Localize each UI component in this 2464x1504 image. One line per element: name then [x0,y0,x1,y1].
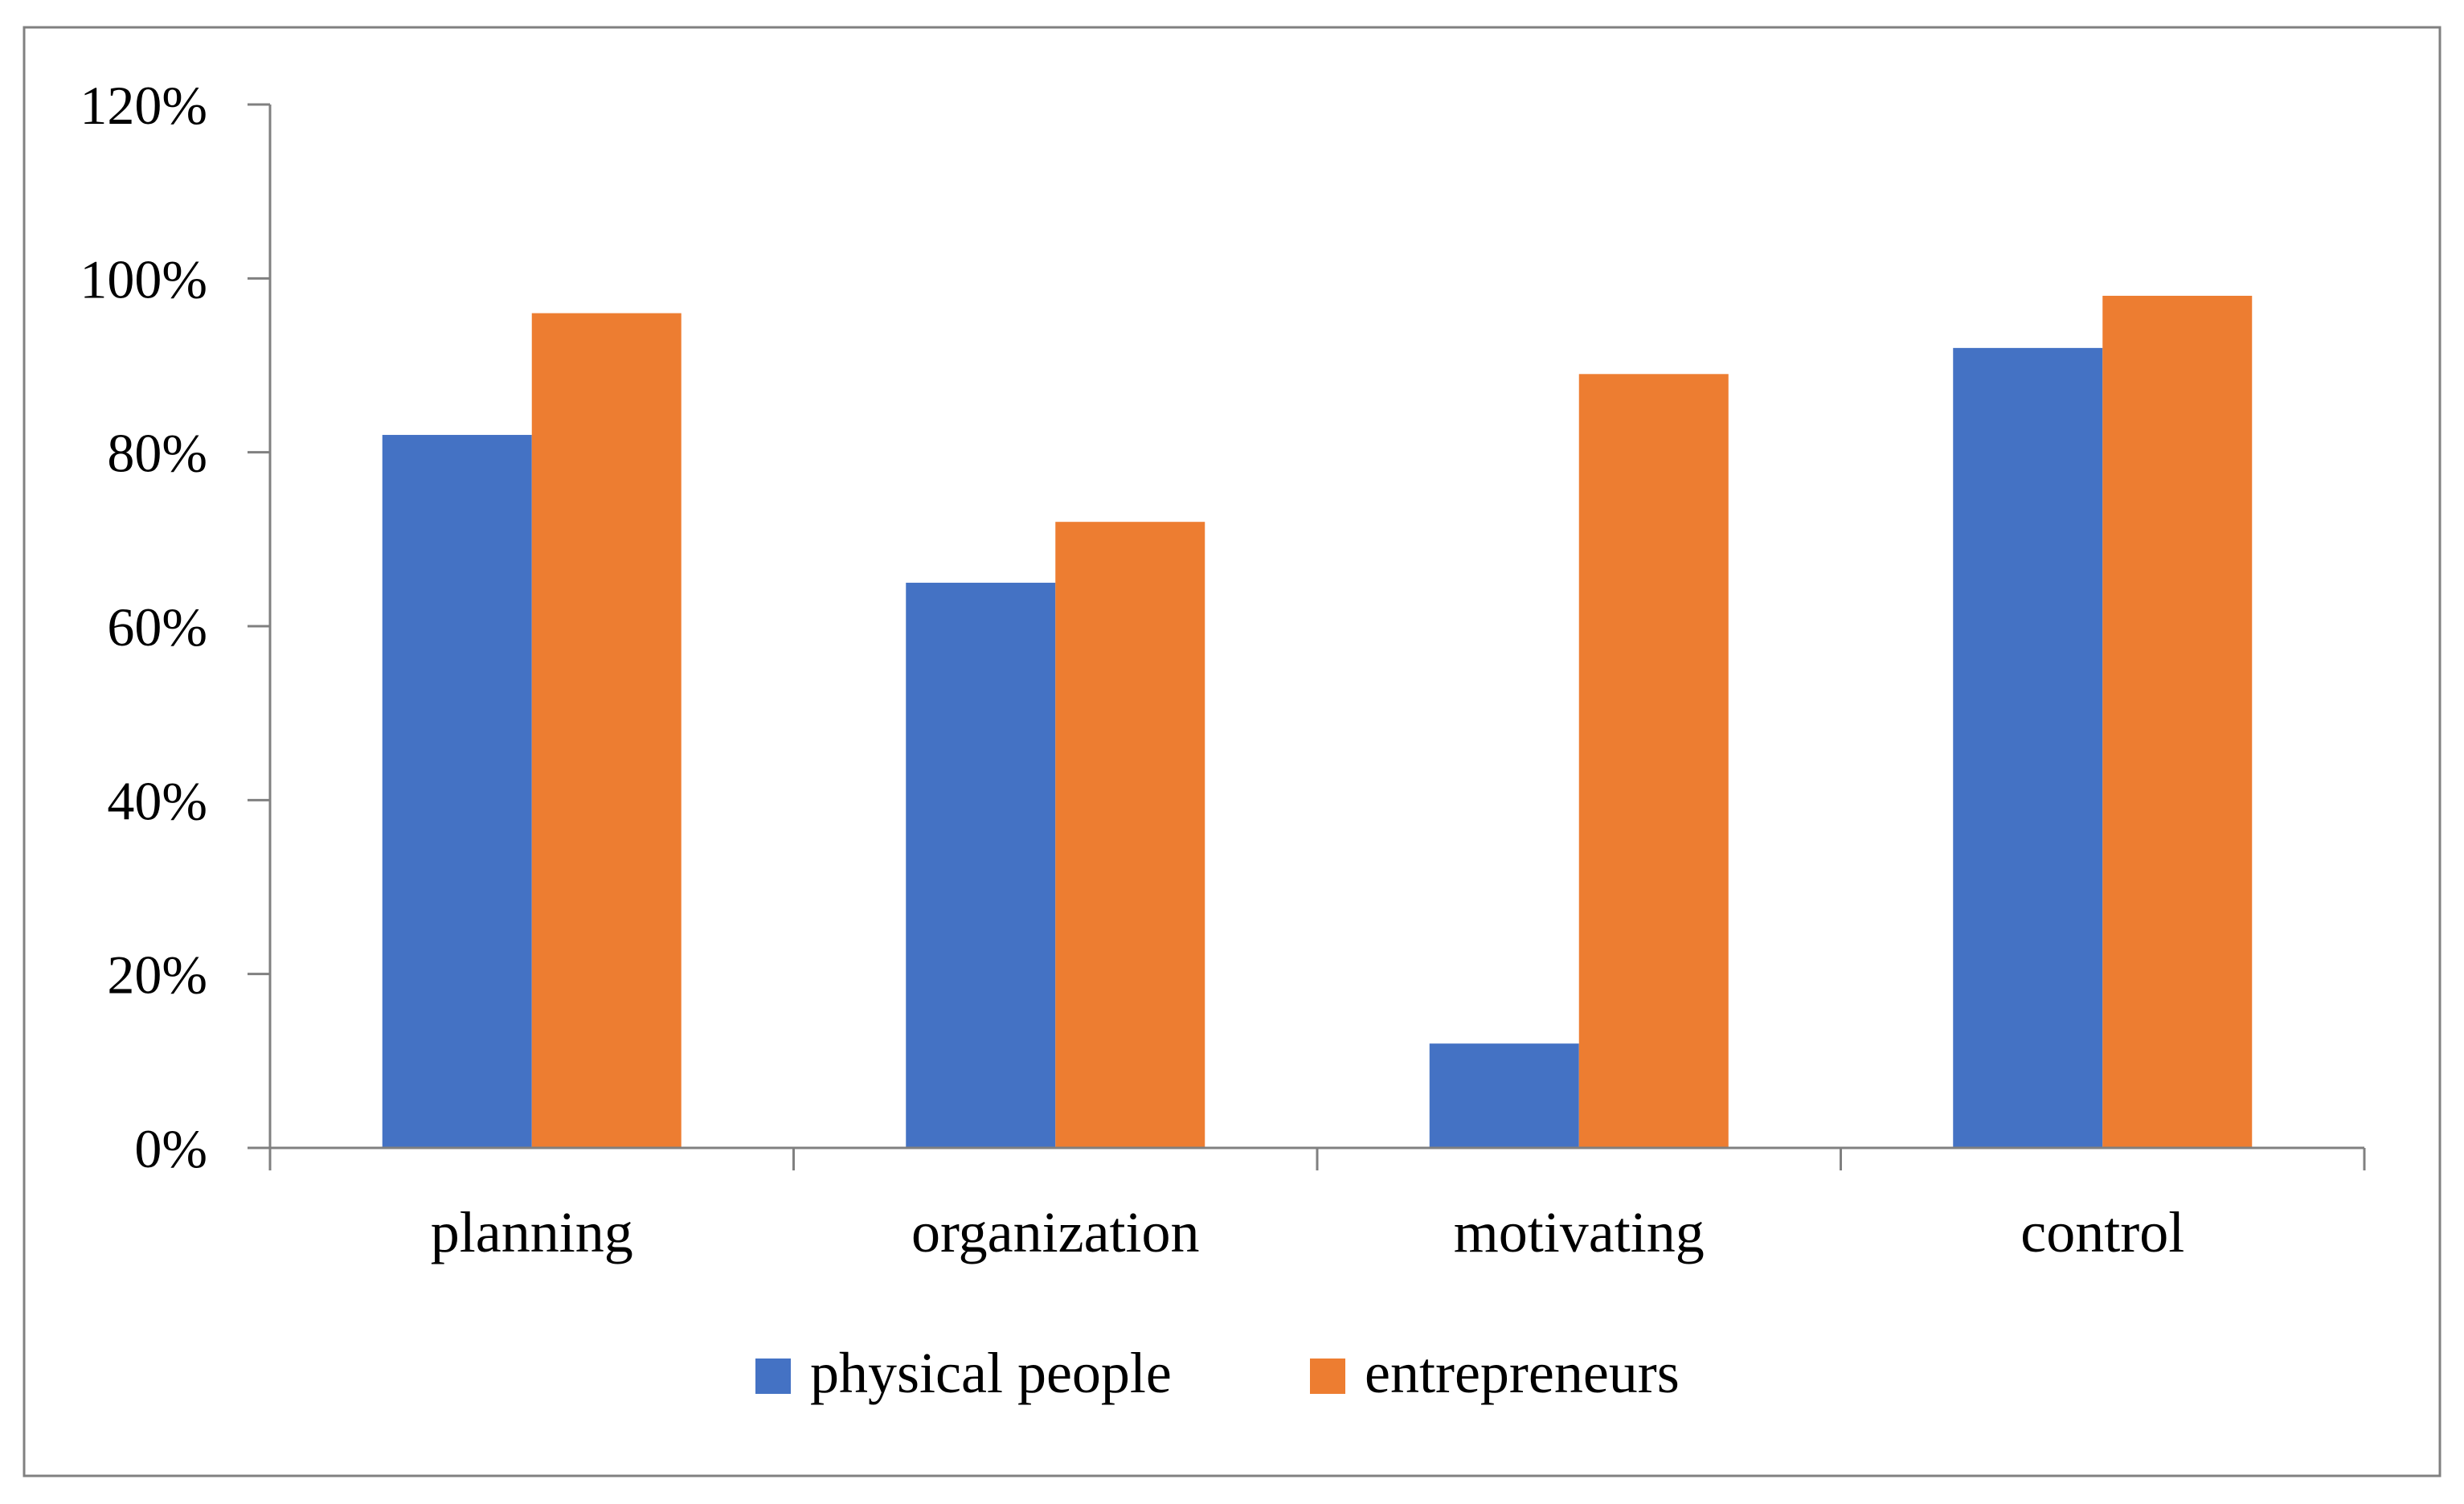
bar [906,582,1056,1148]
y-tick-label: 40% [107,770,207,831]
legend-label: entrepreneurs [1365,1341,1680,1405]
bar [1055,522,1205,1148]
bar [382,435,532,1148]
legend: physical people entrepreneurs [755,1341,1680,1405]
bar [1429,1043,1579,1148]
y-tick-label: 80% [107,423,207,484]
x-category-label: planning [431,1200,633,1264]
y-axis-ticks: 0% 20% 40% 60% 80% 100% 120% [80,75,270,1179]
x-category-label: organization [911,1200,1200,1264]
x-axis-labels: planning organization motivating control [431,1200,2184,1264]
legend-swatch [755,1359,791,1394]
bar [2102,295,2253,1148]
y-tick-label: 20% [107,945,207,1006]
y-tick-label: 0% [134,1118,207,1179]
bars-group [382,295,2253,1149]
x-category-label: motivating [1454,1200,1705,1264]
x-category-label: control [2020,1200,2184,1264]
x-axis-ticks [268,1148,2366,1170]
y-tick-label: 60% [107,596,207,658]
legend-swatch [1310,1359,1345,1394]
bar [1578,374,1729,1149]
legend-label: physical people [810,1341,1172,1405]
bar [531,313,681,1149]
bar [1953,347,2103,1148]
y-tick-label: 100% [80,248,207,309]
y-tick-label: 120% [80,75,207,136]
